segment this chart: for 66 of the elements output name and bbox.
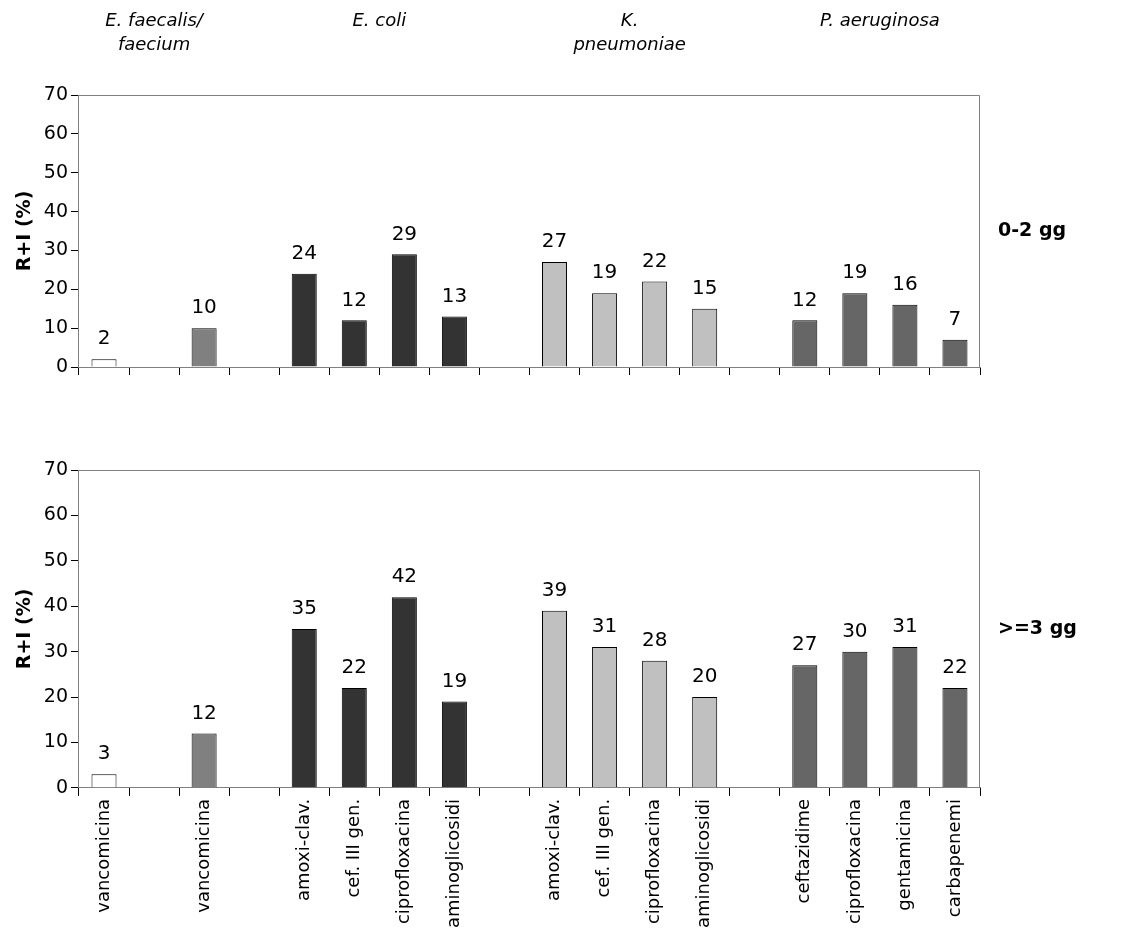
data-label: 39 — [541, 576, 568, 601]
y-tick-label: 50 — [43, 547, 68, 570]
data-label: 16 — [892, 271, 918, 296]
data-label: 29 — [391, 220, 418, 245]
y-tick-label: 70 — [43, 456, 68, 479]
y-tick-label: 0 — [55, 353, 68, 376]
text: E. faecalis/ faecium — [105, 8, 205, 54]
data-label: 12 — [792, 286, 818, 311]
data-label: 31 — [892, 613, 918, 638]
x-tick-label: gentamicina — [892, 798, 914, 911]
text: >=3 gg — [998, 615, 1077, 638]
x-tick-label: ceftazidime — [792, 798, 814, 904]
data-label: 27 — [792, 631, 818, 656]
data-label: 24 — [291, 239, 317, 264]
data-label: 10 — [191, 294, 217, 319]
x-tick-label: amoxi-clav. — [291, 798, 313, 901]
data-label: 2 — [97, 325, 111, 350]
data-label: 19 — [441, 667, 468, 692]
y-tick-label: 60 — [43, 502, 68, 525]
data-label: 22 — [641, 247, 668, 272]
x-tick-label: aminoglicosidi — [692, 798, 714, 929]
x-tick-label: vancomicina — [91, 798, 113, 913]
y-tick-label: 50 — [43, 159, 68, 182]
y-tick-label: 0 — [55, 774, 68, 797]
data-label: 19 — [842, 259, 868, 284]
text: E. coli — [352, 8, 407, 30]
data-label: 35 — [291, 595, 317, 620]
x-tick-label: aminoglicosidi — [442, 798, 464, 929]
data-label: 15 — [691, 274, 718, 299]
data-label: 7 — [948, 306, 962, 330]
x-tick-label: carbapenemi — [942, 798, 964, 918]
data-label: 13 — [441, 282, 468, 307]
data-label: 12 — [191, 699, 217, 724]
data-label: 20 — [691, 663, 718, 688]
y-axis-title: R+I (%) — [12, 190, 35, 272]
y-tick-label: 40 — [43, 198, 68, 221]
y-tick-label: 30 — [43, 237, 68, 260]
x-tick-label: amoxi-clav. — [542, 798, 564, 901]
y-tick-label: 40 — [43, 593, 68, 616]
x-tick-label: ciprofloxacina — [392, 798, 414, 925]
y-axis-title: R+I (%) — [12, 588, 35, 670]
y-tick-label: 20 — [43, 683, 68, 706]
y-tick-label: 60 — [43, 120, 68, 143]
data-label: 42 — [391, 563, 418, 588]
text: 0-2 gg — [998, 217, 1067, 240]
y-tick-label: 20 — [43, 276, 68, 299]
data-label: 30 — [842, 617, 868, 642]
data-label: 3 — [97, 740, 111, 765]
y-tick-label: 30 — [43, 638, 68, 661]
x-tick-label: cef. III gen. — [341, 798, 363, 898]
data-label: 19 — [591, 259, 618, 284]
x-tick-label: ciprofloxacina — [842, 798, 864, 925]
y-tick-label: 10 — [43, 729, 68, 752]
data-label: 31 — [591, 613, 618, 638]
data-label: 27 — [541, 228, 568, 253]
x-tick-label: ciprofloxacina — [642, 798, 664, 925]
data-label: 22 — [341, 654, 368, 679]
y-tick-label: 70 — [43, 81, 68, 104]
text: K. pneumoniae — [572, 8, 686, 54]
data-label: 12 — [341, 286, 368, 311]
x-tick-label: cef. III gen. — [592, 798, 614, 898]
text: P. aeruginosa — [819, 8, 940, 30]
y-tick-label: 10 — [43, 315, 68, 338]
data-label: 22 — [942, 654, 968, 679]
data-label: 28 — [641, 626, 668, 651]
x-tick-label: vancomicina — [191, 798, 213, 913]
